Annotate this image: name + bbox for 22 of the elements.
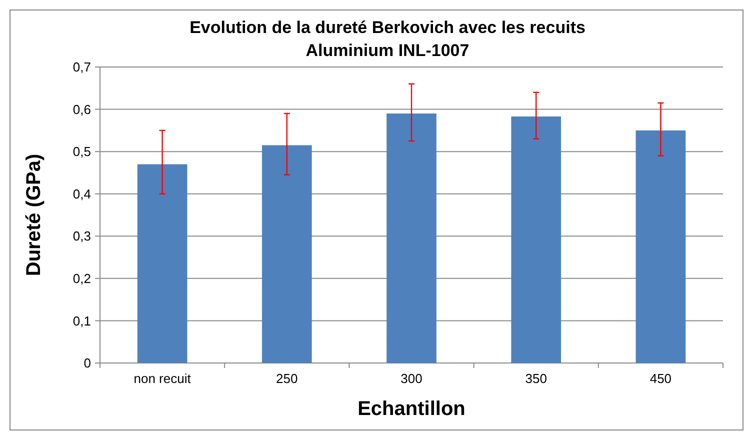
y-tick-label: 0,6: [72, 102, 91, 117]
y-tick-label: 0,3: [72, 228, 91, 244]
chart-subtitle: Aluminium INL-1007: [306, 41, 470, 60]
x-tick-label: 250: [276, 371, 298, 386]
x-tick-label: non recuit: [134, 371, 192, 386]
bar: [262, 145, 312, 363]
y-tick-label: 0,2: [72, 270, 91, 286]
bar: [386, 114, 436, 363]
y-tick-label: 0,7: [72, 60, 91, 75]
x-tick-label: 300: [400, 371, 422, 386]
x-tick-label: 450: [650, 371, 672, 386]
x-tick-label: 350: [525, 371, 547, 386]
bar: [636, 130, 686, 363]
y-tick-label: 0: [84, 356, 91, 371]
y-tick-label: 0,1: [72, 313, 91, 328]
bar: [137, 164, 188, 363]
x-axis-title: Echantillon: [358, 398, 466, 420]
chart-title: Evolution de la dureté Berkovich avec les recuits: [190, 18, 586, 37]
y-tick-label: 0,5: [72, 144, 91, 160]
bar: [511, 116, 562, 363]
y-axis-title: Dureté (GPa): [23, 154, 45, 276]
y-tick-label: 0,4: [72, 186, 91, 202]
